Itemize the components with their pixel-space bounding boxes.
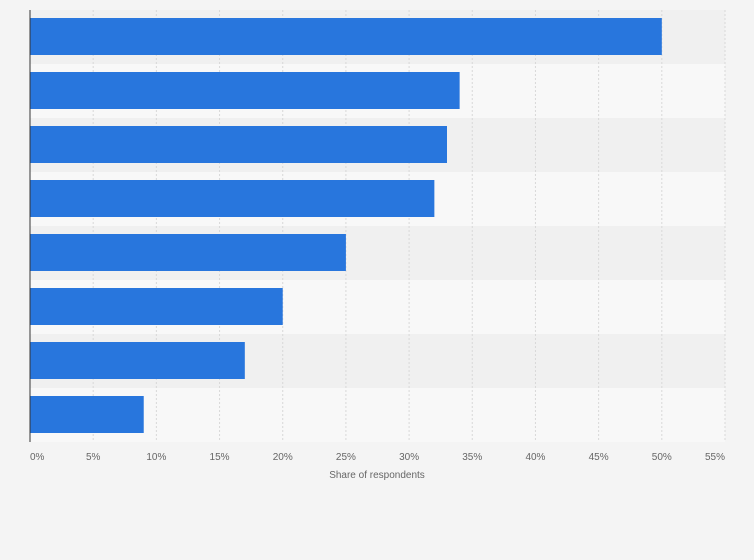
bar[interactable] <box>30 180 435 217</box>
x-tick-label: 30% <box>399 452 419 463</box>
bar[interactable] <box>30 342 245 379</box>
bar[interactable] <box>30 234 346 271</box>
x-axis-title: Share of respondents <box>329 470 425 481</box>
x-tick-label: 0% <box>30 452 45 463</box>
bar[interactable] <box>30 72 460 109</box>
bars <box>30 18 662 433</box>
x-tick-label: 15% <box>210 452 230 463</box>
x-tick-label: 50% <box>652 452 672 463</box>
x-tick-label: 55% <box>705 452 725 463</box>
bar[interactable] <box>30 396 144 433</box>
bar[interactable] <box>30 18 662 55</box>
bar[interactable] <box>30 288 283 325</box>
x-tick-label: 20% <box>273 452 293 463</box>
x-tick-label: 45% <box>589 452 609 463</box>
x-tick-label: 10% <box>146 452 166 463</box>
row-band <box>30 388 725 442</box>
x-tick-label: 35% <box>462 452 482 463</box>
bar[interactable] <box>30 126 447 163</box>
x-tick-label: 40% <box>525 452 545 463</box>
x-tick-label: 5% <box>86 452 101 463</box>
x-tick-labels: 0% 5% 10% 15% 20% 25% 30% 35% 40% 45% 50% 55% <box>30 452 725 463</box>
x-tick-label: 25% <box>336 452 356 463</box>
